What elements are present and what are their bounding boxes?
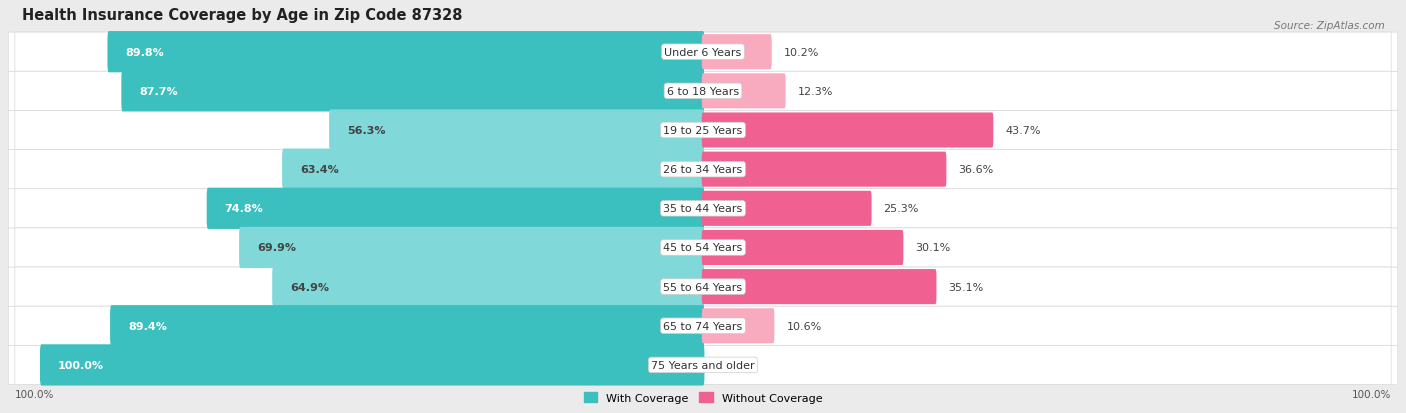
FancyBboxPatch shape <box>8 346 1398 385</box>
FancyBboxPatch shape <box>702 269 936 304</box>
FancyBboxPatch shape <box>702 191 872 226</box>
FancyBboxPatch shape <box>15 228 1391 267</box>
FancyBboxPatch shape <box>702 35 772 70</box>
FancyBboxPatch shape <box>15 346 1391 385</box>
Text: 10.6%: 10.6% <box>786 321 821 331</box>
Text: 35.1%: 35.1% <box>949 282 984 292</box>
FancyBboxPatch shape <box>15 150 1391 189</box>
Text: 6 to 18 Years: 6 to 18 Years <box>666 87 740 97</box>
Text: 69.9%: 69.9% <box>257 243 297 253</box>
FancyBboxPatch shape <box>15 72 1391 111</box>
Text: 64.9%: 64.9% <box>290 282 329 292</box>
FancyBboxPatch shape <box>8 267 1398 306</box>
FancyBboxPatch shape <box>702 74 786 109</box>
Text: 74.8%: 74.8% <box>225 204 263 214</box>
Text: 26 to 34 Years: 26 to 34 Years <box>664 165 742 175</box>
FancyBboxPatch shape <box>8 306 1398 346</box>
Text: 10.2%: 10.2% <box>783 47 820 57</box>
FancyBboxPatch shape <box>273 266 704 308</box>
Text: Health Insurance Coverage by Age in Zip Code 87328: Health Insurance Coverage by Age in Zip … <box>22 8 463 23</box>
Text: 100.0%: 100.0% <box>15 389 55 399</box>
FancyBboxPatch shape <box>8 228 1398 267</box>
Text: 75 Years and older: 75 Years and older <box>651 360 755 370</box>
Text: 43.7%: 43.7% <box>1005 126 1040 136</box>
FancyBboxPatch shape <box>110 305 704 347</box>
FancyBboxPatch shape <box>15 33 1391 72</box>
FancyBboxPatch shape <box>329 110 704 151</box>
FancyBboxPatch shape <box>8 189 1398 228</box>
Text: 100.0%: 100.0% <box>1351 389 1391 399</box>
FancyBboxPatch shape <box>15 111 1391 150</box>
FancyBboxPatch shape <box>702 309 775 344</box>
Text: 30.1%: 30.1% <box>915 243 950 253</box>
FancyBboxPatch shape <box>107 32 704 73</box>
FancyBboxPatch shape <box>121 71 704 112</box>
Text: 0.0%: 0.0% <box>716 360 745 370</box>
Text: Source: ZipAtlas.com: Source: ZipAtlas.com <box>1274 21 1385 31</box>
Text: 19 to 25 Years: 19 to 25 Years <box>664 126 742 136</box>
Text: Under 6 Years: Under 6 Years <box>665 47 741 57</box>
Text: 63.4%: 63.4% <box>299 165 339 175</box>
Text: 65 to 74 Years: 65 to 74 Years <box>664 321 742 331</box>
FancyBboxPatch shape <box>39 344 704 386</box>
Text: 36.6%: 36.6% <box>959 165 994 175</box>
Text: 89.4%: 89.4% <box>128 321 167 331</box>
Text: 12.3%: 12.3% <box>797 87 832 97</box>
FancyBboxPatch shape <box>702 152 946 187</box>
FancyBboxPatch shape <box>702 113 993 148</box>
FancyBboxPatch shape <box>207 188 704 229</box>
Text: 35 to 44 Years: 35 to 44 Years <box>664 204 742 214</box>
Legend: With Coverage, Without Coverage: With Coverage, Without Coverage <box>579 388 827 407</box>
Text: 56.3%: 56.3% <box>347 126 385 136</box>
FancyBboxPatch shape <box>8 150 1398 189</box>
FancyBboxPatch shape <box>8 72 1398 111</box>
Text: 89.8%: 89.8% <box>125 47 165 57</box>
Text: 45 to 54 Years: 45 to 54 Years <box>664 243 742 253</box>
FancyBboxPatch shape <box>15 189 1391 228</box>
FancyBboxPatch shape <box>8 111 1398 150</box>
Text: 25.3%: 25.3% <box>883 204 920 214</box>
Text: 100.0%: 100.0% <box>58 360 104 370</box>
FancyBboxPatch shape <box>15 306 1391 346</box>
FancyBboxPatch shape <box>8 33 1398 72</box>
FancyBboxPatch shape <box>702 230 904 266</box>
Text: 87.7%: 87.7% <box>139 87 179 97</box>
Text: 55 to 64 Years: 55 to 64 Years <box>664 282 742 292</box>
FancyBboxPatch shape <box>15 267 1391 306</box>
FancyBboxPatch shape <box>239 227 704 268</box>
FancyBboxPatch shape <box>283 149 704 190</box>
